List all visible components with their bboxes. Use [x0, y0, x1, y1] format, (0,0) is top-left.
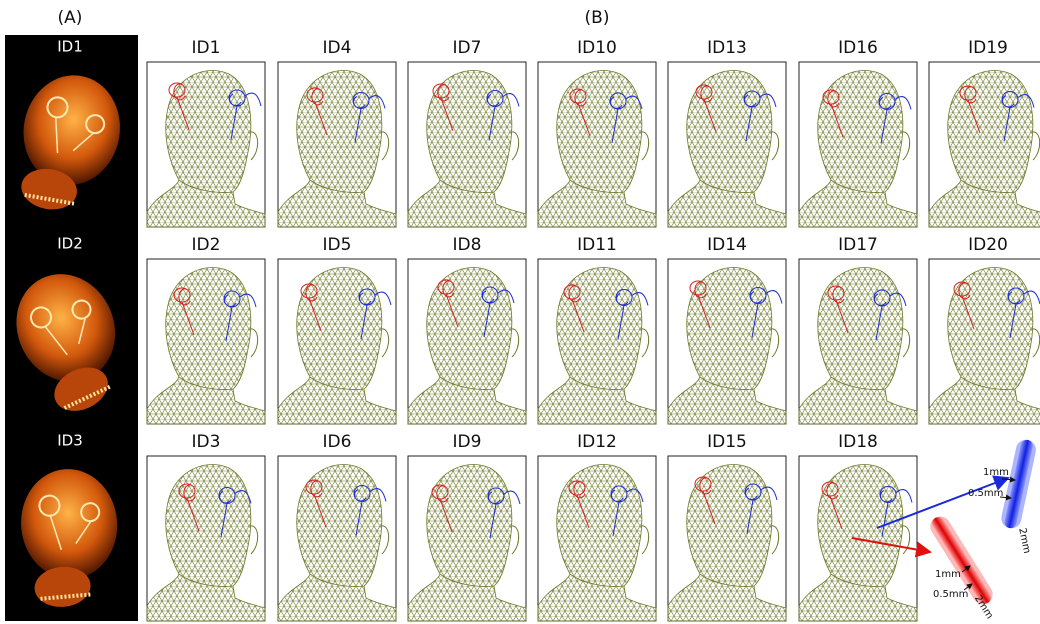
head-panel	[538, 456, 656, 621]
panel-label: ID1	[192, 38, 221, 58]
panel-label: ID15	[707, 432, 747, 452]
panel-b: ID1 ID4 ID7 ID10 ID13 ID16 ID19 ID2 ID5 ID8 ID11 ID…	[147, 38, 1040, 621]
panel-b-label: (B)	[585, 8, 610, 28]
head-panel	[799, 62, 917, 227]
head-panel	[278, 456, 396, 621]
panel-label: ID20	[968, 235, 1008, 255]
head-panel	[538, 62, 656, 227]
head-panel	[929, 259, 1040, 424]
panel-label: ID8	[453, 235, 482, 255]
panel-label: ID10	[577, 38, 617, 58]
subject-label: ID1	[57, 38, 83, 56]
panel-label: ID9	[453, 432, 482, 452]
panel-label: ID2	[192, 235, 221, 255]
panel-label: ID11	[577, 235, 617, 255]
panel-label: ID7	[453, 38, 482, 58]
subject-label: ID2	[57, 235, 83, 253]
panel-label: ID17	[838, 235, 878, 255]
dimension-label: 0.5mm	[968, 488, 1003, 499]
panel-label: ID4	[323, 38, 352, 58]
head-panel	[668, 259, 786, 424]
panel-label: ID14	[707, 235, 747, 255]
head-panel	[408, 62, 526, 227]
head-panel	[408, 259, 526, 424]
panel-label: ID18	[838, 432, 878, 452]
head-panel	[799, 259, 917, 424]
panel-a-label: (A)	[58, 8, 83, 28]
panel-label: ID19	[968, 38, 1008, 58]
head-panel	[147, 456, 265, 621]
head-panel	[668, 62, 786, 227]
head-panel	[278, 62, 396, 227]
dimension-label: 2mm	[1016, 527, 1032, 555]
panel-label: ID6	[323, 432, 352, 452]
panel-label: ID3	[192, 432, 221, 452]
subject-label: ID3	[57, 432, 83, 450]
panel-label: ID13	[707, 38, 747, 58]
head-panel	[147, 259, 265, 424]
panel-label: ID12	[577, 432, 617, 452]
head-panel	[408, 456, 526, 621]
dimension-label: 0.5mm	[933, 589, 968, 600]
head-panel	[147, 62, 265, 227]
head-panel	[278, 259, 396, 424]
head-panel	[668, 456, 786, 621]
figure: (A) (B) ID1ID2ID3 ID1ID4ID7ID10ID13ID16I…	[0, 0, 1040, 624]
panel-label: ID16	[838, 38, 878, 58]
dimension-label: 1mm	[935, 569, 961, 580]
head-panel	[538, 259, 656, 424]
dimension-label: 1mm	[983, 467, 1009, 478]
panel-label: ID5	[323, 235, 352, 255]
head-panel	[929, 62, 1040, 227]
blue-electrode	[1000, 438, 1038, 530]
